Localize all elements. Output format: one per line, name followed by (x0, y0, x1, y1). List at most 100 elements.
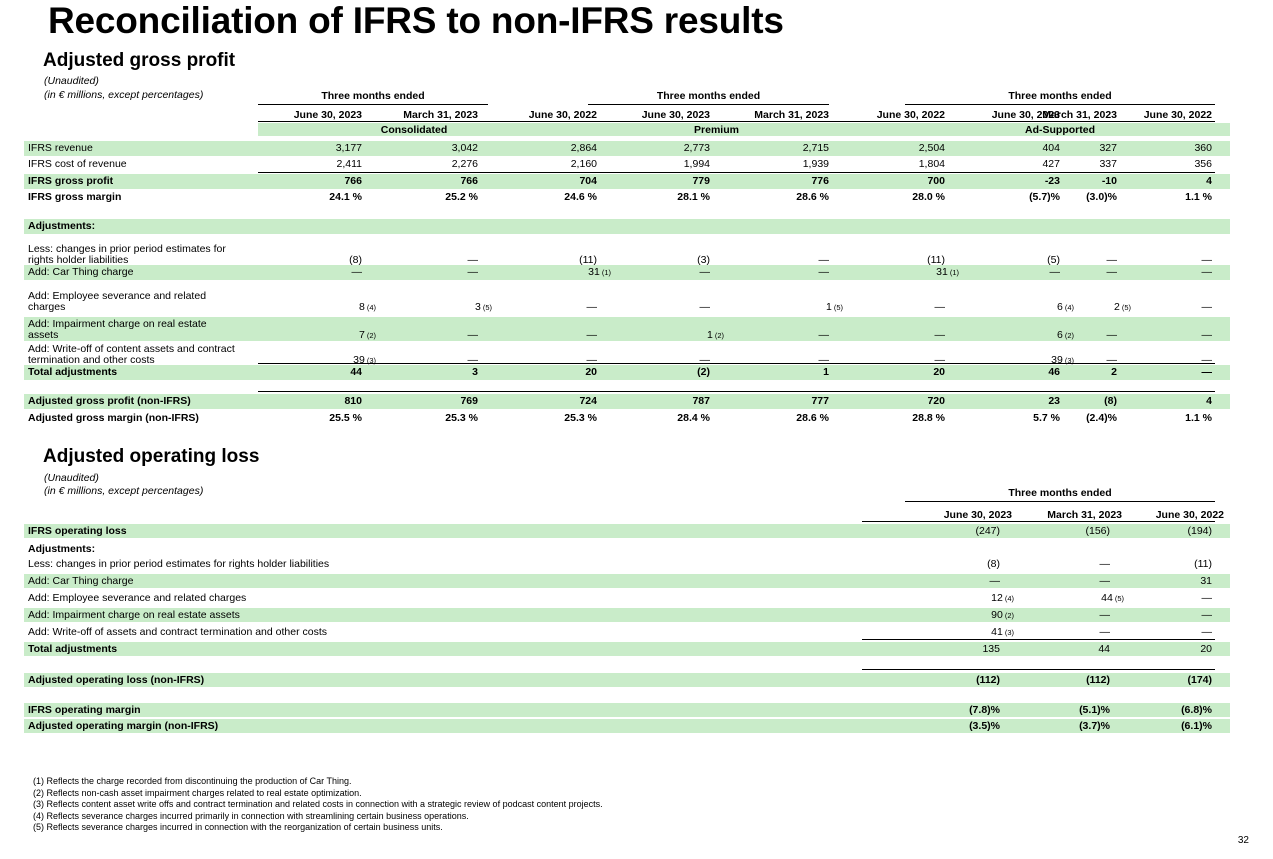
gross-section-title: Adjusted gross profit (43, 50, 236, 71)
row-band (24, 673, 1230, 687)
operating-cell: 135 (910, 643, 1000, 655)
footnote-ref: (5) (482, 303, 492, 312)
cell-value: 327 (1099, 142, 1117, 154)
gross-cell: 2 (5) (1041, 301, 1131, 314)
gross-cell: — (739, 354, 830, 366)
row-band (24, 524, 1230, 538)
gross-row-label: IFRS cost of revenue (28, 158, 127, 170)
operating-cell: 31 (1122, 575, 1212, 587)
operating-cell: — (1122, 609, 1213, 621)
gross-row-label-cont: termination and other costs (28, 354, 155, 366)
cell-value: (7.8)% (969, 704, 1000, 716)
operating-row-label: Less: changes in prior period estimates … (28, 558, 330, 570)
gross-cell: 2,504 (855, 142, 945, 154)
operating-cell: 44 (5) (1034, 592, 1124, 605)
gross-cell: -23 (970, 175, 1060, 187)
gross-col-date: March 31, 2023 (754, 109, 829, 121)
gross-cell: 2,276 (388, 158, 478, 170)
gross-cell: 20 (855, 366, 945, 378)
gross-cell: 2,773 (620, 142, 710, 154)
cell-value: — (586, 354, 598, 366)
cell-value: — (699, 354, 711, 366)
header-rule (258, 121, 1215, 122)
footnote-1: (1) Reflects the charge recorded from di… (33, 776, 352, 786)
gross-cell: 769 (388, 395, 478, 407)
cell-value: 810 (344, 395, 362, 407)
operating-col-date: June 30, 2022 (1155, 509, 1224, 521)
gross-cell: — (620, 354, 711, 366)
page-number: 32 (1237, 835, 1249, 846)
cell-value: 404 (1042, 142, 1060, 154)
gross-cell: 25.5 % (272, 412, 362, 424)
gross-cell: — (507, 301, 598, 313)
footnote-5: (5) Reflects severance charges incurred … (33, 822, 443, 832)
gross-cell: 6 (4) (984, 301, 1074, 314)
cell-value: 766 (344, 175, 362, 187)
gross-cell: 776 (739, 175, 829, 187)
gross-cell: — (388, 266, 479, 278)
cell-value: (6.8)% (1181, 704, 1212, 716)
operating-cell: — (910, 575, 1001, 587)
operating-cell: (112) (910, 674, 1000, 686)
row-band (24, 394, 1230, 409)
operating-cell: — (1020, 626, 1111, 638)
gross-col-date: June 30, 2022 (1143, 109, 1212, 121)
cell-value: — (1201, 592, 1213, 604)
gross-cell: 24.1 % (272, 191, 362, 203)
cell-value: — (1201, 266, 1213, 278)
row-band (24, 174, 1230, 189)
cell-value: — (1201, 254, 1213, 266)
gross-unaudited: (Unaudited) (44, 75, 99, 87)
cell-value: 776 (811, 175, 829, 187)
gross-cell: — (272, 266, 363, 278)
cell-value: 25.2 % (445, 191, 478, 203)
cell-value: 3,177 (335, 142, 362, 154)
row-band (24, 642, 1230, 656)
gross-row-label: Add: Write-off of content assets and con… (28, 343, 235, 355)
operating-cell: — (1020, 609, 1111, 621)
cell-value: — (1201, 301, 1213, 313)
gross-cell: 6 (2) (984, 329, 1074, 342)
cell-value: 39 (1051, 354, 1063, 366)
cell-value: 3 (474, 301, 481, 313)
cell-value: 31 (588, 266, 600, 278)
gross-row-label-cont: charges (28, 301, 66, 313)
gross-row-label: Add: Car Thing charge (28, 266, 134, 278)
gross-cell: (8) (1027, 395, 1117, 407)
cell-value: (6.1)% (1181, 720, 1212, 732)
row-band (24, 141, 1230, 156)
cell-value: (174) (1187, 674, 1212, 686)
cell-value: 44 (1101, 592, 1113, 604)
segment-label: Consolidated (380, 124, 448, 136)
cell-value: — (818, 254, 830, 266)
gross-cell: 766 (388, 175, 478, 187)
cell-value: 24.1 % (329, 191, 362, 203)
cell-value: 1 (706, 329, 713, 341)
cell-value: — (1099, 558, 1111, 570)
cell-value: 720 (927, 395, 945, 407)
gross-cell: 356 (1122, 158, 1212, 170)
gross-row-label-cont: assets (28, 329, 59, 341)
cell-value: 28.8 % (912, 412, 945, 424)
operating-cell: (174) (1122, 674, 1212, 686)
operating-cell: (8) (910, 558, 1000, 570)
operating-row-label: Total adjustments (28, 643, 118, 655)
gross-cell: (5.7)% (970, 191, 1060, 203)
gross-period-group-0: Three months ended (321, 90, 425, 102)
gross-cell: 1 (5) (753, 301, 843, 314)
cell-value: — (818, 354, 830, 366)
gross-cell: 28.8 % (855, 412, 945, 424)
gross-row-label: IFRS gross margin (28, 191, 122, 203)
footnote-ref: (3) (366, 356, 376, 365)
gross-cell: 28.0 % (855, 191, 945, 203)
operating-cell: (7.8)% (910, 704, 1000, 716)
cell-value: -10 (1101, 175, 1117, 187)
operating-cell: — (1122, 592, 1213, 604)
cell-value: 4 (1206, 175, 1212, 187)
cell-value: — (1099, 575, 1111, 587)
cell-value: — (1201, 329, 1213, 341)
operating-row-label: Adjusted operating loss (non-IFRS) (28, 674, 205, 686)
rule (862, 639, 1215, 640)
cell-value: — (1049, 266, 1061, 278)
gross-cell: — (855, 354, 946, 366)
